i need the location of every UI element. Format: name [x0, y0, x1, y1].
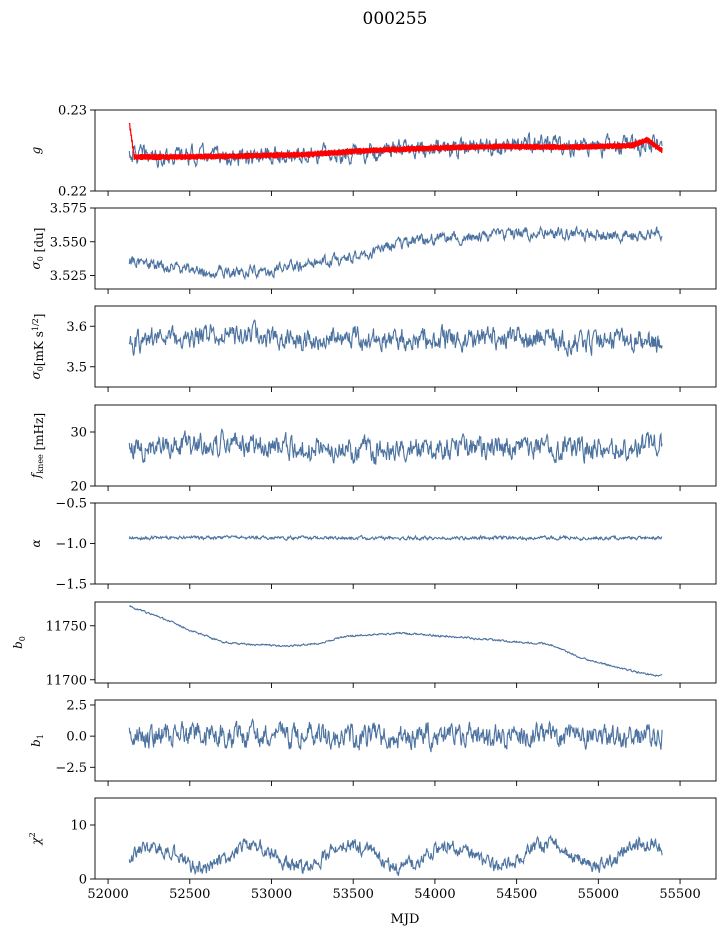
x-axis-label: MJD — [391, 912, 420, 927]
y-tick-label: 10 — [70, 819, 87, 834]
y-tick-label: 11750 — [46, 619, 87, 634]
panel-b0: 11700 11750 b0 — [11, 601, 717, 688]
y-tick-label: 0 — [79, 873, 87, 888]
y-label-suffix: [mHz] — [32, 413, 46, 454]
panel-alpha: −1.5 −1.0 −0.5 α — [29, 497, 717, 593]
y-label-suffix: [mK s — [32, 331, 46, 366]
y-axis-label-g: g — [29, 146, 43, 154]
y-axis-label-sigma0_du: σ0 [du] — [29, 228, 46, 270]
y-axis-label-alpha: α — [29, 539, 43, 547]
panel-fknee: 20 30 fknee [mHz] — [29, 404, 717, 495]
y-axis-label-b1: b1 — [29, 734, 45, 747]
axes-frame-alpha — [94, 502, 717, 585]
y-tick-label: 2.5 — [66, 698, 87, 713]
y-label-suffix: [du] — [32, 228, 46, 257]
y-axis-label-chi2: χ2 — [28, 832, 43, 845]
x-tick-label: 53000 — [251, 887, 292, 902]
y-tick-label: −2.5 — [55, 761, 87, 776]
y-tick-label: 20 — [70, 480, 87, 495]
y-axis-label-fknee: fknee [mHz] — [29, 413, 46, 479]
y-label-subscript: 0 — [36, 256, 45, 261]
x-tick-label: 55000 — [578, 887, 619, 902]
x-tick-label: 52000 — [87, 887, 128, 902]
x-tick-label: 54000 — [414, 887, 455, 902]
series-line-g-1 — [128, 122, 663, 161]
y-label-symbol: b — [29, 739, 43, 747]
x-tick-label: 54500 — [496, 887, 537, 902]
y-label-superscript: 1/2 — [31, 318, 40, 331]
y-label-symbol: χ — [29, 837, 43, 846]
y-tick-label: 3.5 — [66, 360, 87, 375]
y-tick-label: −1.5 — [55, 578, 87, 593]
series-line-sigma0_du-0 — [128, 225, 663, 281]
y-label-subscript: 0 — [18, 636, 27, 641]
y-tick-label: 3.575 — [50, 202, 87, 217]
y-label-symbol: b — [11, 641, 25, 649]
axes-frame-sigma0_mk — [94, 305, 717, 388]
axes-frame-sigma0_du — [94, 207, 717, 290]
series-line-sigma0_mk-0 — [128, 319, 663, 357]
y-tick-label: 3.525 — [50, 269, 87, 284]
y-tick-label: 3.6 — [66, 320, 87, 335]
axes-frame-chi2 — [94, 797, 717, 880]
y-tick-label: 11700 — [46, 673, 87, 688]
y-label-subscript: 0 — [36, 366, 45, 371]
x-tick-label: 55500 — [659, 887, 700, 902]
y-tick-label: 3.550 — [50, 235, 87, 250]
y-tick-label: 30 — [70, 426, 87, 441]
y-label-symbol: α — [29, 539, 43, 547]
axes-frame-b1 — [94, 699, 717, 782]
panel-sigma0_mk: 3.5 3.6 σ0[mK s1/2] — [29, 305, 717, 392]
y-tick-label: 0.0 — [66, 730, 87, 745]
panel-b1: −2.5 0.0 2.5 b1 — [29, 698, 717, 786]
y-label-reset: ] — [32, 314, 46, 319]
axes-frame-b0 — [94, 601, 717, 684]
panel-sigma0_du: 3.525 3.550 3.575 σ0 [du] — [29, 202, 717, 294]
y-tick-label: 0.22 — [58, 185, 87, 200]
series-line-alpha-0 — [128, 534, 663, 542]
y-label-symbol: g — [29, 146, 43, 154]
series-line-chi2-0 — [128, 834, 663, 877]
panel-chi2: 52000 52500 53000 53500 54000 54500 55000 55500… — [28, 797, 717, 902]
axes-frame-g — [94, 109, 717, 192]
x-tick-label: 52500 — [169, 887, 210, 902]
x-tick-label: 53500 — [333, 887, 374, 902]
y-label-symbol: σ — [29, 370, 43, 379]
figure-title: 000255 — [363, 9, 428, 29]
y-tick-label: −1.0 — [55, 537, 87, 552]
y-tick-label: 0.23 — [58, 104, 87, 119]
series-line-b1-0 — [128, 718, 663, 753]
y-label-symbol: f — [29, 471, 43, 479]
y-tick-label: −0.5 — [55, 497, 87, 512]
axes-frame-fknee — [94, 404, 717, 487]
y-axis-label-b0: b0 — [11, 636, 27, 649]
y-axis-label-sigma0_mk: σ0[mK s1/2] — [29, 314, 46, 380]
series-line-fknee-0 — [128, 428, 663, 465]
panel-g: 0.22 0.23 g — [29, 104, 717, 200]
y-label-subscript: knee — [36, 454, 45, 474]
y-label-symbol: σ — [29, 260, 43, 269]
y-label-superscript: 2 — [28, 832, 37, 837]
series-line-b0-0 — [129, 605, 663, 677]
y-label-subscript: 1 — [36, 734, 45, 739]
